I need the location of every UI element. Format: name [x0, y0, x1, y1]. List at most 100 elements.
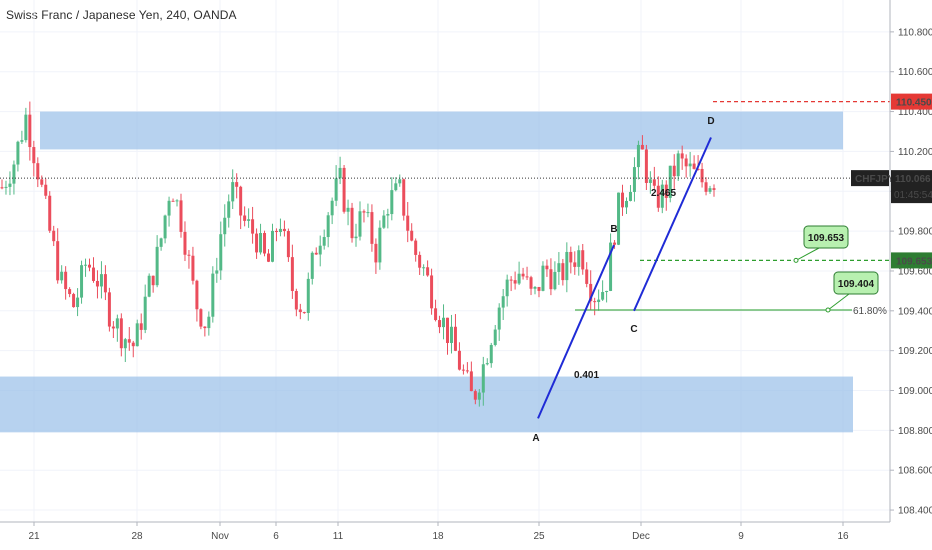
- x-tick-label-2: Nov: [211, 531, 229, 542]
- candle-body-175: [696, 168, 700, 170]
- candle-body-64: [255, 233, 259, 253]
- x-tick-label-6: 25: [533, 531, 545, 542]
- candle-body-51: [203, 326, 207, 329]
- candle-body-104: [414, 240, 418, 255]
- point-B: B: [610, 224, 617, 235]
- candle-body-78: [310, 252, 314, 279]
- candle-body-138: [549, 269, 553, 290]
- candle-body-134: [533, 286, 537, 289]
- candles: [0, 101, 716, 407]
- candle-body-97: [386, 214, 390, 216]
- candle-body-10: [40, 179, 44, 185]
- y-tick-label-9: 109.000: [898, 386, 932, 397]
- candle-body-34: [135, 323, 139, 347]
- candle-body-26: [103, 274, 107, 293]
- candle-body-65: [259, 232, 263, 253]
- y-tick-label-6: 109.600: [898, 266, 932, 277]
- candle-body-124: [493, 329, 497, 345]
- candle-body-73: [290, 257, 294, 292]
- candle-body-136: [541, 265, 545, 291]
- x-tick-label-1: 28: [131, 531, 143, 542]
- candle-body-143: [569, 251, 573, 263]
- candle-body-125: [497, 307, 501, 330]
- candle-body-112: [445, 317, 449, 343]
- candle-body-152: [605, 290, 609, 293]
- symbol-tag-text: CHFJPY: [855, 174, 895, 185]
- candle-body-14: [56, 241, 60, 281]
- badge-109404-box: [833, 271, 879, 295]
- y-tick-label-0: 110.800: [898, 27, 932, 38]
- x-axis-bg: [0, 522, 932, 550]
- candle-body-2: [8, 183, 12, 187]
- candle-body-28: [111, 326, 115, 329]
- candle-body-37: [147, 275, 151, 297]
- y-tick-label-3: 110.200: [898, 147, 932, 158]
- candle-body-63: [251, 219, 255, 234]
- candle-body-157: [624, 200, 628, 208]
- candle-body-132: [525, 276, 529, 278]
- candle-body-171: [680, 153, 684, 159]
- candle-body-140: [557, 263, 561, 272]
- candle-body-145: [577, 250, 581, 267]
- candle-body-89: [354, 236, 358, 239]
- candle-body-164: [652, 179, 656, 186]
- candle-body-93: [370, 212, 374, 244]
- axis-tag-109653-bg: [891, 252, 932, 269]
- candle-body-150: [597, 299, 601, 303]
- candle-body-100: [398, 179, 402, 184]
- zones: [0, 111, 853, 433]
- candle-body-177: [704, 182, 708, 192]
- candle-body-18: [72, 294, 76, 308]
- candle-body-135: [537, 286, 541, 291]
- badge-109653-pointer: [795, 247, 820, 261]
- candle-body-53: [211, 273, 215, 317]
- candle-body-54: [215, 270, 219, 274]
- x-tick-label-5: 18: [432, 531, 444, 542]
- candle-body-8: [32, 147, 36, 164]
- candle-body-50: [199, 309, 203, 327]
- candle-body-106: [422, 267, 426, 269]
- zone-0: [40, 111, 843, 150]
- candle-body-20: [80, 265, 84, 298]
- candle-body-81: [322, 237, 326, 246]
- candle-body-165: [656, 185, 660, 208]
- leg-cd: [633, 137, 712, 312]
- candle-body-36: [143, 296, 147, 330]
- candle-body-40: [159, 238, 163, 247]
- candle-body-170: [676, 153, 680, 177]
- y-tick-label-2: 110.400: [898, 107, 932, 118]
- grid: [0, 0, 890, 522]
- leg-ab: [537, 244, 615, 419]
- candle-body-79: [314, 252, 318, 255]
- candle-body-74: [294, 291, 298, 310]
- candle-body-153: [609, 242, 613, 291]
- annotations: 61.80% 109.653 109.404 A B C D 0.401 2.465: [0, 101, 890, 444]
- candle-body-114: [453, 326, 457, 351]
- candle-body-118: [469, 371, 473, 392]
- candle-body-59: [235, 182, 239, 187]
- candle-body-61: [243, 215, 247, 221]
- candle-body-46: [183, 231, 187, 255]
- candle-body-119: [473, 391, 477, 400]
- axis-tag-110450-text: 110.450: [896, 98, 932, 109]
- x-tick-label-3: 6: [273, 531, 279, 542]
- candle-body-49: [195, 280, 199, 310]
- x-tick-label-4: 11: [333, 531, 344, 542]
- badge-109653-text: 109.653: [808, 233, 845, 244]
- candle-body-139: [553, 271, 557, 290]
- candle-body-148: [589, 283, 593, 302]
- candle-body-110: [438, 320, 442, 328]
- candle-body-174: [692, 163, 696, 169]
- candle-body-172: [684, 158, 688, 167]
- badge-109653-anchor: [793, 257, 799, 263]
- candle-body-71: [282, 228, 286, 232]
- candle-body-76: [302, 312, 306, 314]
- candle-body-77: [306, 278, 310, 314]
- candle-body-3: [12, 164, 16, 184]
- candle-body-166: [660, 184, 664, 208]
- candle-body-96: [382, 215, 386, 228]
- candle-body-58: [231, 182, 235, 202]
- candle-body-128: [509, 279, 513, 281]
- candle-body-141: [561, 263, 565, 281]
